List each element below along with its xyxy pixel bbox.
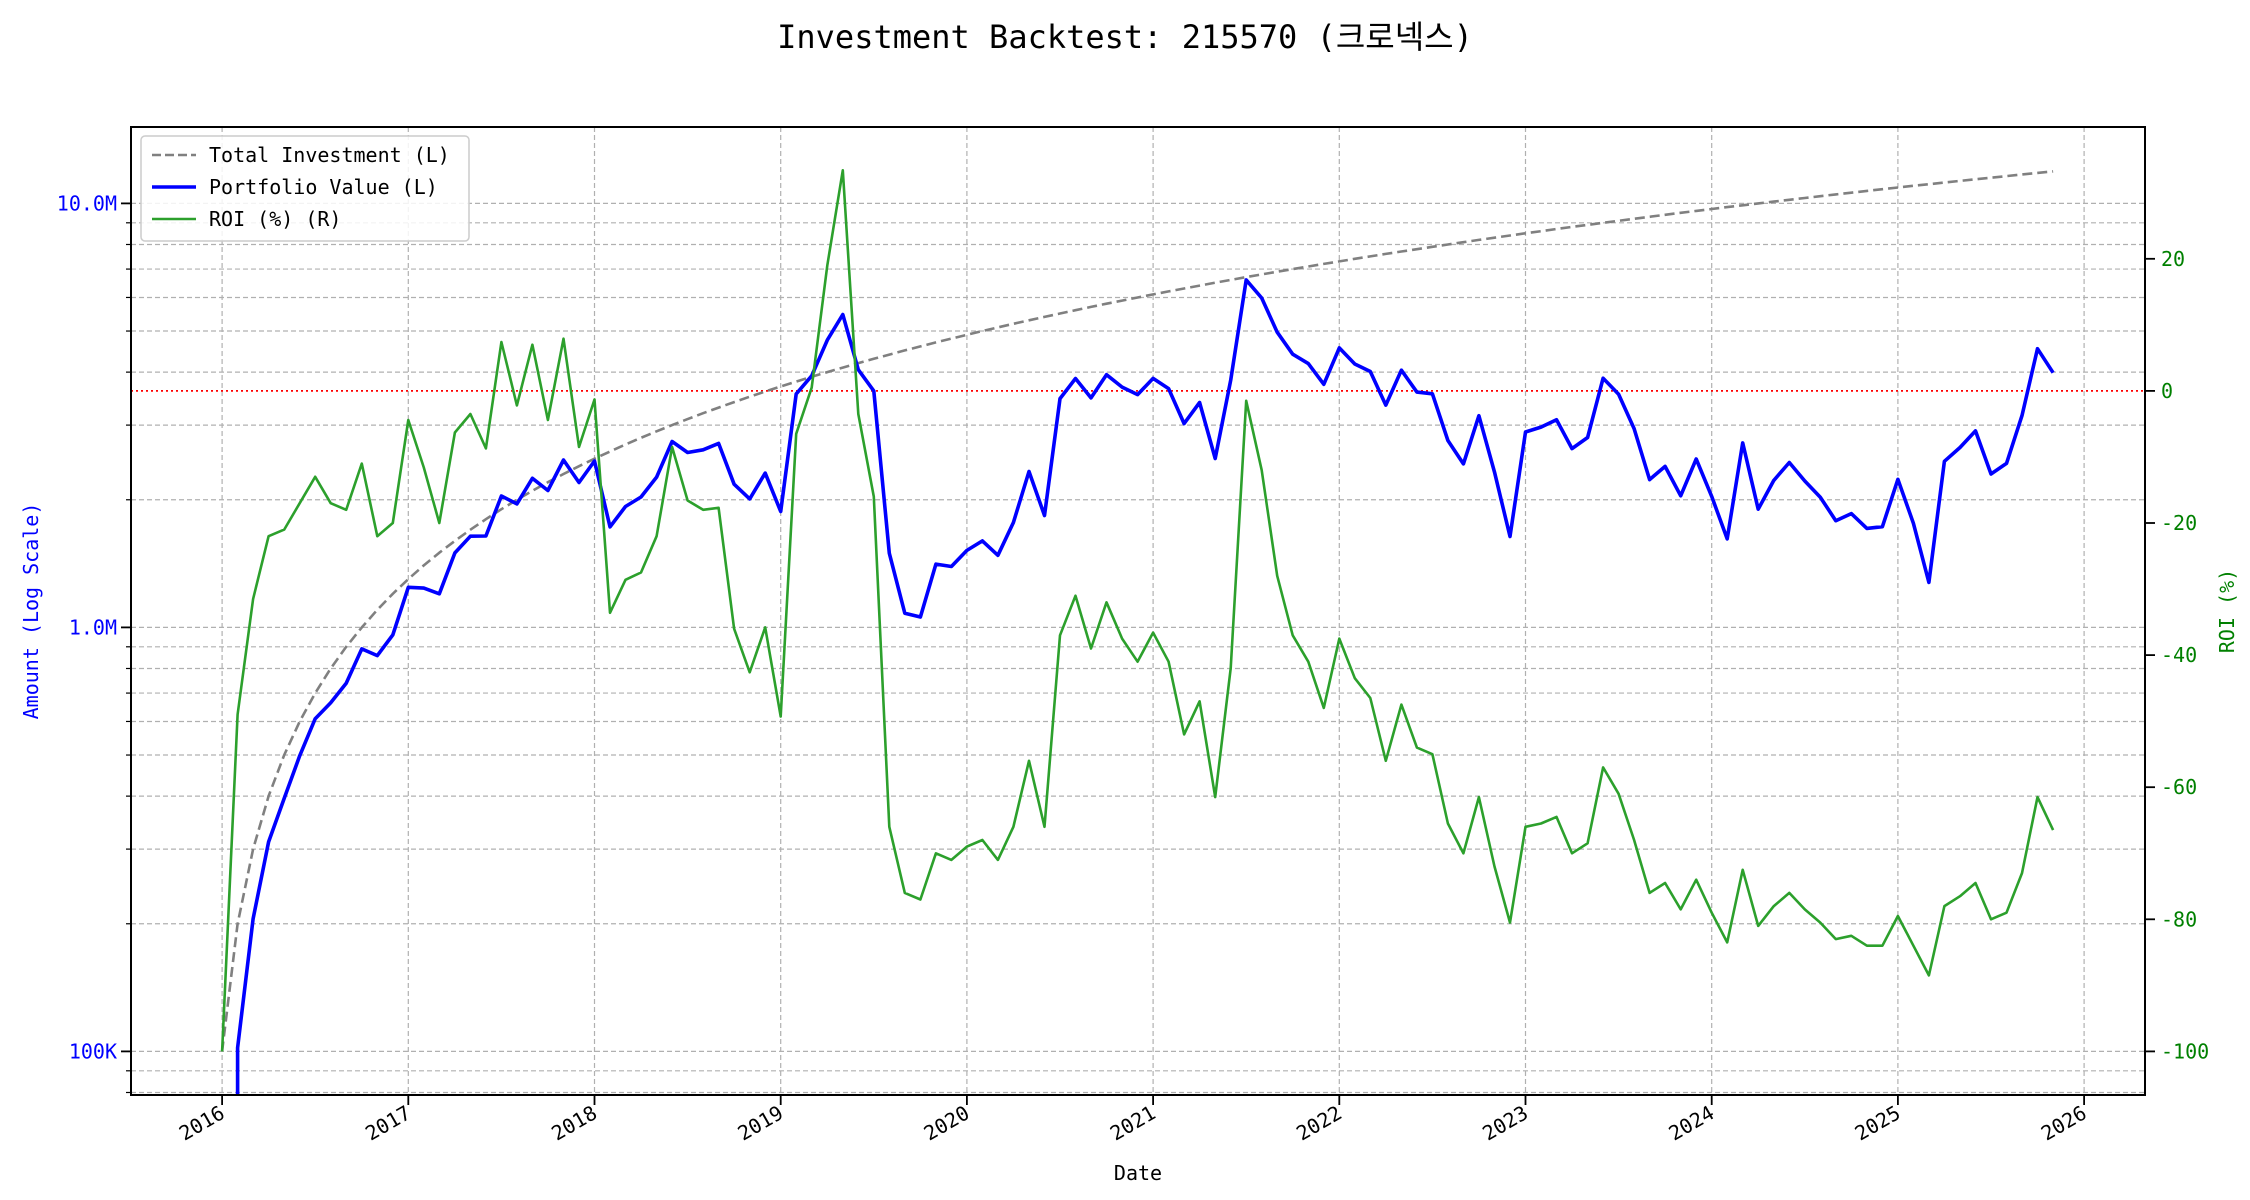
legend-label-roi: ROI (%) (R) (209, 207, 341, 231)
right-axis-label: ROI (%) (2215, 569, 2239, 653)
x-tick-label: 2019 (733, 1101, 787, 1146)
x-tick-label: 2026 (2037, 1101, 2091, 1146)
left-tick-label: 10.0M (57, 191, 117, 215)
x-tick-label: 2024 (1664, 1101, 1718, 1146)
right-tick-label: -80 (2161, 907, 2197, 931)
left-axis-label: Amount (Log Scale) (19, 503, 43, 720)
left-tick-label: 1.0M (69, 615, 117, 639)
right-tick-label: 0 (2161, 379, 2173, 403)
right-tick-label: -20 (2161, 511, 2197, 535)
x-tick-label: 2021 (1106, 1101, 1160, 1146)
x-tick-label: 2023 (1478, 1101, 1532, 1146)
legend-label-total-investment: Total Investment (L) (209, 143, 450, 167)
x-tick-label: 2020 (920, 1101, 974, 1146)
x-tick-label: 2018 (547, 1101, 601, 1146)
right-tick-label: -60 (2161, 775, 2197, 799)
x-tick-label: 2016 (175, 1101, 229, 1146)
right-tick-label: -100 (2161, 1039, 2209, 1063)
x-axis-label: Date (1114, 1161, 1162, 1185)
roi-line (220, 169, 2055, 1052)
series-lines (220, 169, 2055, 1095)
x-tick-label: 2022 (1292, 1101, 1346, 1146)
legend-box (140, 135, 470, 242)
legend-label-portfolio-value: Portfolio Value (L) (209, 175, 438, 199)
x-tick-label: 2025 (1851, 1101, 1905, 1146)
x-tick-label: 2017 (361, 1101, 415, 1146)
portfolio-value-line (235, 278, 2055, 1095)
total-investment-line (220, 170, 2054, 1052)
chart-title: Investment Backtest: 215570 (크로넥스) (777, 18, 1473, 56)
legend: Total Investment (L) Portfolio Value (L)… (140, 135, 470, 242)
gridlines (131, 127, 2145, 1095)
right-tick-label: 20 (2161, 247, 2185, 271)
right-tick-label: -40 (2161, 643, 2197, 667)
left-tick-label: 100K (69, 1039, 117, 1063)
plot-frame (130, 126, 2146, 1096)
